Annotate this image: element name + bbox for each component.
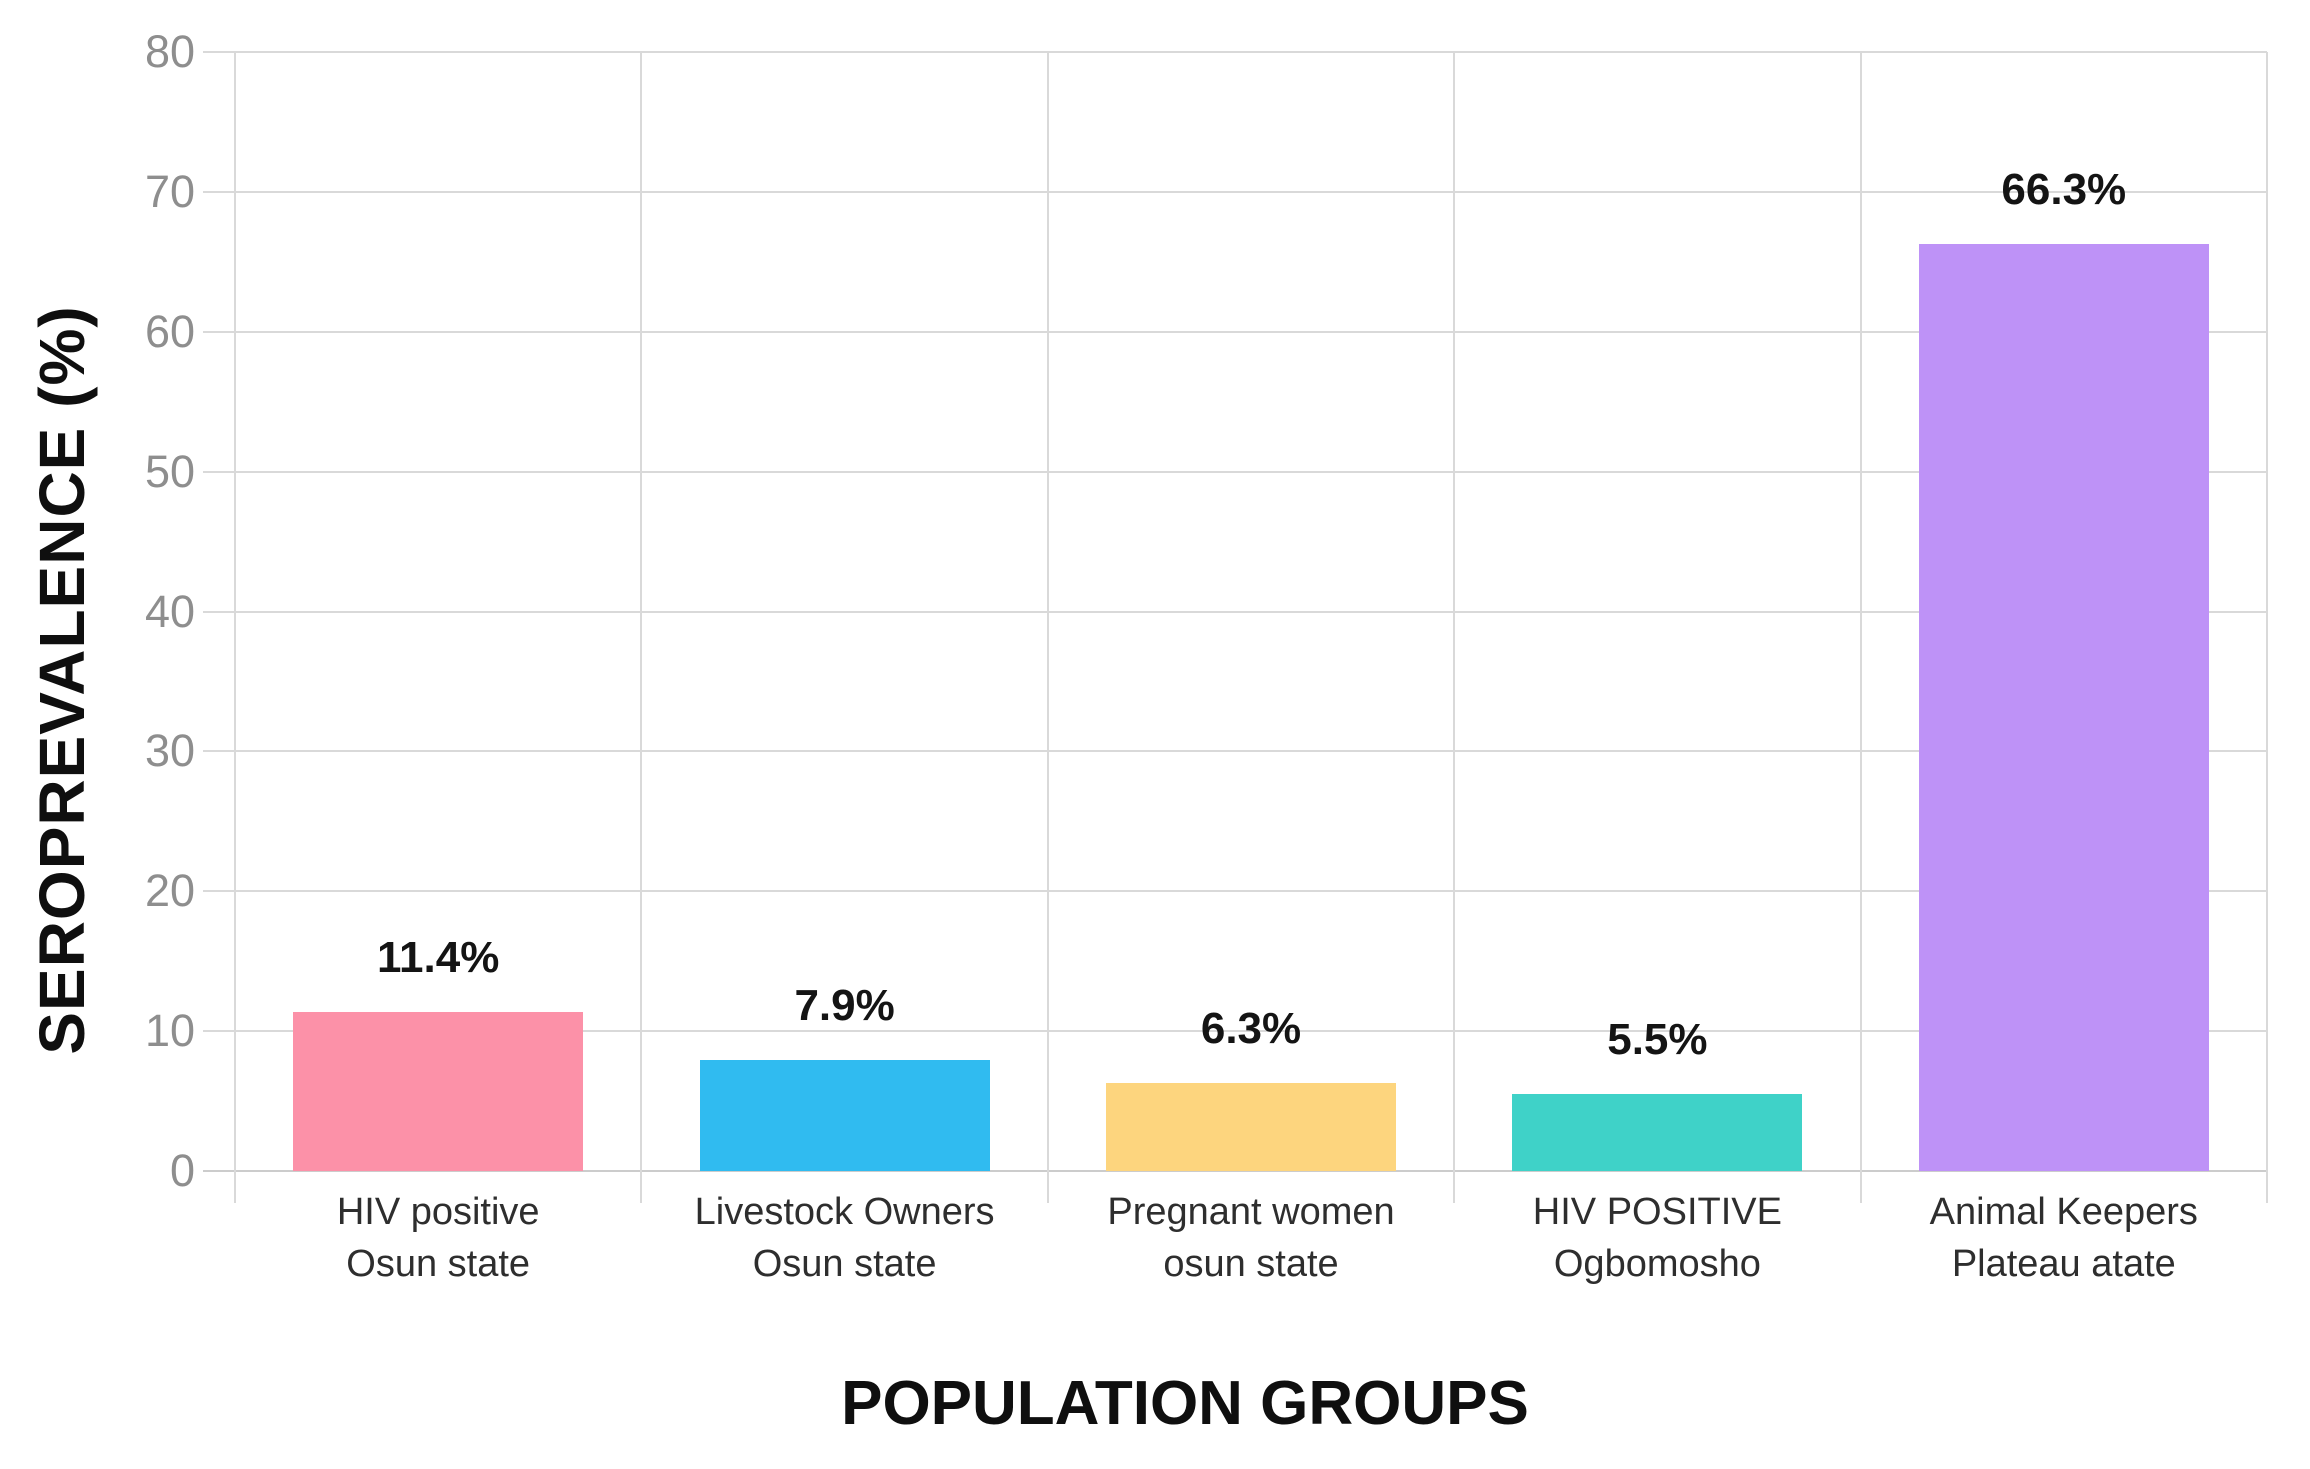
- category-label-4: HIV POSITIVE Ogbomosho: [1452, 1186, 1862, 1290]
- y-gridline-20: [203, 890, 2267, 893]
- category-label-5: Animal Keepers Plateau atate: [1859, 1186, 2269, 1290]
- category-label-line-1: Pregnant women: [1107, 1191, 1395, 1233]
- category-label-3: Pregnant women osun state: [1046, 1186, 1456, 1290]
- category-label-2: Livestock Owners Osun state: [640, 1186, 1050, 1290]
- category-label-line-2: Osun state: [752, 1243, 937, 1285]
- bar-value-label-2: 7.9%: [794, 981, 895, 1031]
- category-label-line-1: HIV POSITIVE: [1532, 1191, 1782, 1233]
- y-gridline-30: [203, 750, 2267, 753]
- y-gridline-40: [203, 610, 2267, 613]
- category-label-1: HIV positive Osun state: [233, 1186, 643, 1290]
- x-gridline-4: [1859, 52, 1862, 1203]
- y-tick-label-50: 50: [144, 445, 195, 497]
- y-gridline-0: [203, 1170, 2267, 1172]
- category-label-line-2: osun state: [1163, 1243, 1339, 1285]
- y-tick-label-70: 70: [144, 165, 195, 217]
- x-axis-title: POPULATION GROUPS: [841, 1369, 1529, 1438]
- y-gridline-10: [203, 1030, 2267, 1033]
- bar-1: [293, 1011, 584, 1171]
- category-label-line-2: Osun state: [346, 1243, 531, 1285]
- x-gridline-0: [234, 52, 236, 1203]
- bar-4: [1512, 1094, 1803, 1171]
- bar-2: [699, 1060, 990, 1171]
- bar-3: [1106, 1082, 1396, 1171]
- x-gridline-5: [2266, 52, 2268, 1203]
- bar-5: [1918, 243, 2209, 1171]
- category-label-line-2: Ogbomosho: [1553, 1243, 1761, 1285]
- x-gridline-3: [1453, 52, 1456, 1203]
- y-tick-label-0: 0: [169, 1145, 195, 1196]
- y-tick-label-10: 10: [144, 1005, 195, 1057]
- category-label-line-1: Livestock Owners: [694, 1191, 995, 1233]
- bar-value-label-4: 5.5%: [1607, 1015, 1708, 1065]
- y-gridline-80: [203, 51, 2267, 53]
- category-label-line-1: HIV positive: [336, 1191, 540, 1233]
- y-tick-label-30: 30: [144, 725, 195, 777]
- category-label-line-2: Plateau atate: [1951, 1243, 2176, 1285]
- y-gridline-50: [203, 470, 2267, 473]
- x-gridline-2: [1046, 52, 1049, 1203]
- y-gridline-60: [203, 330, 2267, 333]
- x-gridline-1: [640, 52, 643, 1203]
- bar-value-label-1: 11.4%: [377, 932, 500, 982]
- category-label-line-1: Animal Keepers: [1929, 1191, 2198, 1233]
- y-gridline-70: [203, 190, 2267, 193]
- y-tick-label-80: 80: [144, 26, 195, 77]
- y-tick-label-60: 60: [144, 305, 195, 357]
- bar-value-label-5: 66.3%: [2001, 164, 2127, 214]
- y-tick-label-40: 40: [144, 585, 195, 637]
- bar-value-label-3: 6.3%: [1200, 1003, 1302, 1053]
- y-tick-label-20: 20: [144, 865, 195, 917]
- y-axis-title: SEROPREVALENCE (%): [26, 305, 98, 1055]
